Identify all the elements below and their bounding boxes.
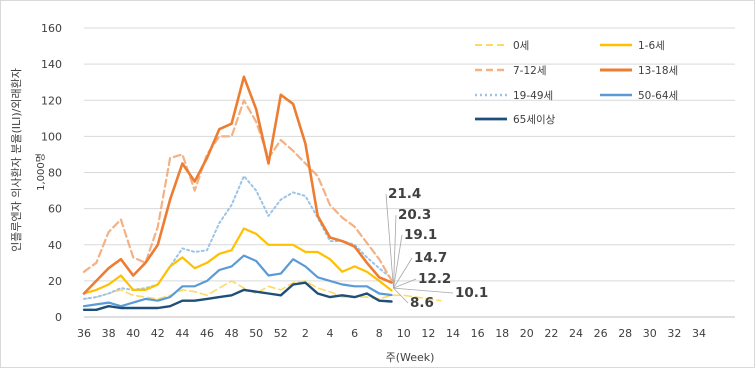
legend-label: 7-12세 [513,65,547,77]
leader-line [385,193,394,289]
end-value-label: 8.6 [410,295,434,311]
y-tick-label: 160 [41,22,62,35]
end-value-label: 10.1 [455,285,488,301]
legend-label: 65세이상 [513,114,556,126]
legend-label: 0세 [513,40,529,52]
y-tick-label: 40 [48,239,62,252]
series-line [83,280,442,302]
end-value-labels: 21.4 20.3 19.1 14.7 12.210.1 8.6 [388,186,488,311]
x-tick-label: 34 [692,327,706,340]
x-tick-label: 18 [495,327,509,340]
y-tick-label: 0 [55,311,62,324]
series-lines [82,75,442,311]
gridlines [84,27,735,318]
legend-label: 1-6세 [638,40,665,52]
series-line [82,254,393,308]
series-line [82,281,393,311]
series-line [82,227,393,295]
leader-line [393,234,403,289]
y-tick-label: 80 [48,167,62,180]
x-tick-label: 20 [520,327,534,340]
y-tick-label: 20 [48,275,62,288]
leader-line [393,257,413,289]
x-tick-label: 52 [274,327,288,340]
y-tick-labels: 0 20 40 60 80 100 120 140 160 [41,22,62,324]
y-tick-label: 140 [41,58,62,71]
x-tick-label: 42 [151,327,165,340]
leader-line [393,214,397,289]
x-axis-title: 주(Week) [386,351,435,364]
x-tick-label: 14 [446,327,460,340]
leader-line [393,278,417,289]
legend-label: 19-49세 [513,90,553,102]
x-tick-label: 44 [175,327,189,340]
leader-line [393,287,409,304]
x-tick-label: 28 [618,327,632,340]
x-tick-label: 36 [77,327,91,340]
series-line [82,99,393,282]
x-tick-label: 8 [376,327,383,340]
y-tick-label: 100 [41,130,62,143]
y-axis-title: 인플루엔자 의사환자 분율(ILI)/외래환자 [10,68,23,252]
legend: 0세 1-6세 7-12세 13-18세 19-49세 50-64세 65세이상 [475,40,678,126]
x-tick-label: 48 [225,327,239,340]
x-tick-labels: 36 38 40 42 44 46 48 50 52 2 4 6 8 10 12 14 16 18 20 22 24 26… [77,327,706,340]
x-tick-label: 38 [102,327,116,340]
x-tick-label: 6 [351,327,358,340]
end-value-label: 19.1 [404,227,437,243]
x-tick-label: 4 [327,327,334,340]
y-tick-label: 120 [41,94,62,107]
x-tick-label: 16 [471,327,485,340]
x-tick-label: 30 [643,327,657,340]
x-tick-label: 50 [249,327,263,340]
x-tick-label: 2 [302,327,309,340]
end-value-label: 12.2 [418,271,451,287]
end-value-label: 14.7 [414,250,447,266]
x-tick-label: 26 [594,327,608,340]
y-tick-label: 60 [48,203,62,216]
legend-label: 13-18세 [638,65,678,77]
x-tick-label: 10 [397,327,411,340]
series-line [82,75,393,295]
x-tick-label: 22 [544,327,558,340]
end-value-label: 20.3 [398,207,431,223]
legend-label: 50-64세 [638,90,678,102]
end-value-label: 21.4 [388,186,421,202]
leader-line [393,287,454,294]
y-axis-unit: 1,000명 [35,153,47,191]
x-tick-label: 40 [126,327,140,340]
x-tick-label: 12 [421,327,435,340]
x-tick-label: 32 [667,327,681,340]
x-tick-label: 24 [569,327,583,340]
x-tick-label: 46 [200,327,214,340]
end-label-leaders [385,193,454,304]
